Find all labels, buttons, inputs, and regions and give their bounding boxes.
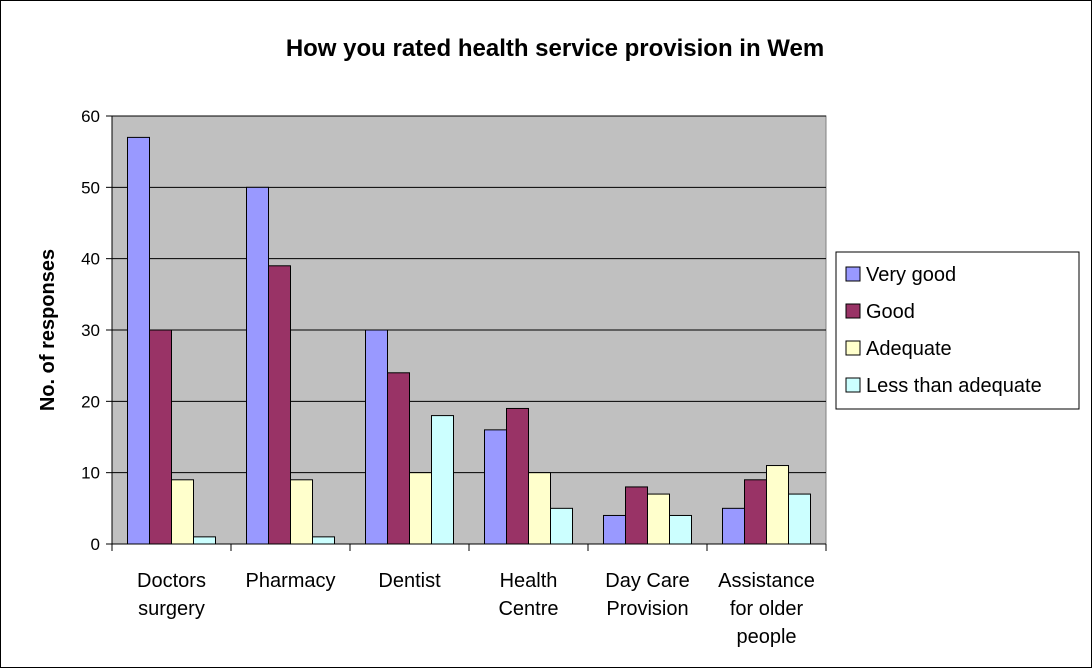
bar (788, 493, 811, 545)
bar (722, 507, 745, 545)
bar (669, 514, 692, 545)
bar (484, 429, 507, 545)
legend-swatch (845, 303, 861, 319)
bar (365, 329, 388, 545)
x-tick-label: Day Care (605, 570, 689, 592)
y-axis-title: No. of responses (37, 249, 59, 411)
bar (312, 536, 335, 545)
y-tick-label: 40 (81, 250, 100, 269)
bar (506, 407, 529, 545)
legend-label: Good (866, 301, 915, 323)
x-tick-label: people (736, 626, 796, 648)
y-tick-label: 10 (81, 464, 100, 483)
legend-swatch (845, 340, 861, 356)
bar (246, 186, 269, 545)
bar (625, 486, 648, 545)
x-tick-label: Centre (498, 598, 558, 620)
y-tick-label: 0 (91, 535, 100, 554)
y-tick-label: 50 (81, 178, 100, 197)
y-tick-label: 30 (81, 321, 100, 340)
bar (127, 136, 150, 545)
x-tick-label: surgery (138, 598, 205, 620)
legend-label: Less than adequate (866, 375, 1042, 397)
legend-swatch (845, 266, 861, 282)
bar (171, 479, 194, 545)
chart-title: How you rated health service provision i… (286, 35, 824, 62)
legend-swatch (845, 377, 861, 393)
x-tick-label: for older (730, 598, 804, 620)
x-tick-label: Pharmacy (245, 570, 335, 592)
bar (528, 472, 551, 545)
bar (744, 479, 767, 545)
x-tick-label: Provision (606, 598, 688, 620)
x-tick-label: Doctors (137, 570, 206, 592)
bar (290, 479, 313, 545)
bar (647, 493, 670, 545)
bar (149, 329, 172, 545)
bar (387, 372, 410, 545)
bar (550, 507, 573, 545)
bar (193, 536, 216, 545)
y-tick-label: 20 (81, 392, 100, 411)
bar (766, 465, 789, 545)
bar (268, 265, 291, 545)
legend-label: Adequate (866, 338, 952, 360)
bar (409, 472, 432, 545)
plot-area: 0 10 20 30 40 50 60 Doctors surgery Pharmacy Denti… (81, 107, 827, 648)
y-tick-label: 60 (81, 107, 100, 126)
bar (603, 514, 626, 545)
x-tick-label: Health (500, 570, 558, 592)
legend-label: Very good (866, 264, 956, 286)
x-tick-label: Assistance (718, 570, 815, 592)
legend-box (835, 251, 1080, 410)
x-tick-label: Dentist (378, 570, 441, 592)
bar (431, 415, 454, 545)
legend: Very good Good Adequate Less than adequate (835, 251, 1080, 410)
